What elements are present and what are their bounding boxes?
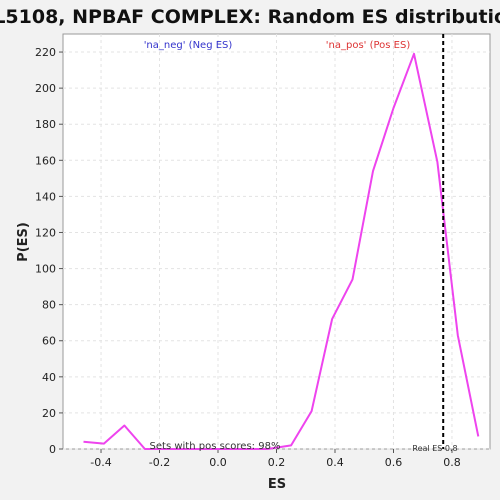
plot-area	[62, 33, 491, 450]
x-tick-label: -0.2	[149, 456, 170, 469]
y-tick-label: 60	[42, 335, 56, 348]
y-tick-label: 120	[35, 226, 56, 239]
y-tick-label: 100	[35, 263, 56, 276]
y-tick-label: 20	[42, 407, 56, 420]
pos-es-label: 'na_pos' (Pos ES)	[326, 40, 411, 51]
x-tick-label: 0.2	[268, 456, 286, 469]
x-tick-label: 0.4	[326, 456, 344, 469]
random-es-series-line	[83, 52, 480, 450]
y-tick-label: 180	[35, 118, 56, 131]
x-tick-label: 0.6	[385, 456, 403, 469]
real-es-label: Real ES 0.8	[412, 444, 457, 453]
x-axis-ticks: -0.4 -0.2 0.0 0.2 0.4 0.6 0.8	[90, 449, 461, 469]
grid-lines	[63, 34, 490, 450]
y-tick-label: 200	[35, 82, 56, 95]
y-tick-label: 160	[35, 154, 56, 167]
y-tick-label: 40	[42, 371, 56, 384]
y-tick-label: 0	[49, 443, 56, 456]
y-tick-label: 220	[35, 46, 56, 59]
x-tick-label: 0.0	[209, 456, 227, 469]
pos-scores-annotation: Sets with pos scores: 98%	[150, 441, 281, 452]
chart-title: CL5108, NPBAF COMPLEX: Random ES distrib…	[0, 6, 500, 28]
x-tick-label: 0.8	[443, 456, 461, 469]
y-tick-label: 80	[42, 299, 56, 312]
y-tick-label: 140	[35, 190, 56, 203]
y-axis-label: P(ES)	[16, 222, 31, 262]
x-axis-label: ES	[268, 477, 286, 492]
x-tick-label: -0.4	[90, 456, 111, 469]
neg-es-label: 'na_neg' (Neg ES)	[144, 40, 233, 51]
y-axis-ticks: 0 20 40 60 80 100 120 140 160 180 200 220	[35, 46, 63, 456]
